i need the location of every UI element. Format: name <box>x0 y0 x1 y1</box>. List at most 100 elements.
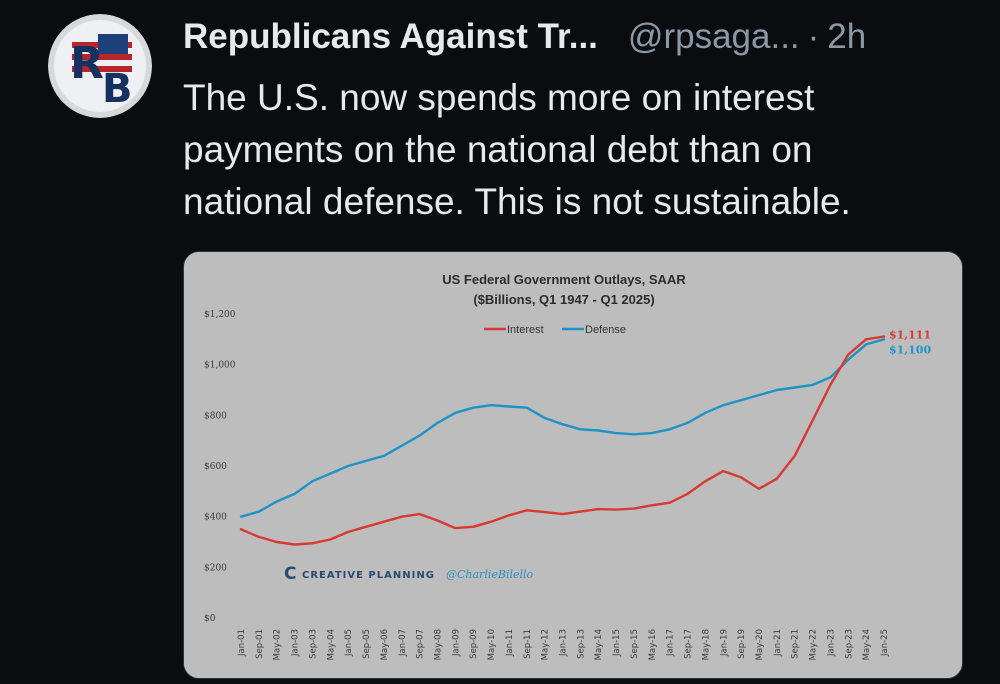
x-tick-label: May-02 <box>273 629 283 660</box>
author-avatar[interactable]: R B <box>48 14 152 118</box>
data-point-defense <box>365 460 367 462</box>
y-tick-label: $600 <box>204 462 227 472</box>
data-point-interest <box>811 419 814 422</box>
x-tick-label: Jan-03 <box>291 629 301 657</box>
data-point-defense <box>472 406 475 409</box>
creative-planning-logo-icon: C <box>284 564 296 584</box>
data-point-defense <box>329 472 332 475</box>
data-point-interest <box>293 543 296 546</box>
y-tick-label: $400 <box>204 513 227 523</box>
chart-legend: Interest Defense <box>484 324 626 336</box>
data-point-defense <box>704 411 707 414</box>
x-tick-label: Jan-13 <box>559 629 569 657</box>
x-tick-label: Jan-15 <box>612 629 622 657</box>
data-point-defense <box>865 343 868 346</box>
x-tick-label: Jan-19 <box>719 629 729 657</box>
data-point-interest <box>365 525 367 528</box>
data-point-defense <box>561 423 564 426</box>
watermark: C CREATIVE PLANNING @CharlieBilello <box>284 564 534 584</box>
end-label-interest: $1,111 <box>889 329 931 342</box>
x-tick-label: May-10 <box>487 629 497 660</box>
x-tick-label: Sep-05 <box>362 629 372 659</box>
data-point-interest <box>668 501 671 504</box>
data-point-interest <box>633 507 635 510</box>
data-point-interest <box>650 504 653 507</box>
x-tick-label: Sep-23 <box>844 629 854 659</box>
data-point-interest <box>400 515 403 518</box>
data-point-defense <box>347 465 350 467</box>
meta-separator: · <box>807 17 820 56</box>
x-tick-label: Sep-09 <box>469 629 479 659</box>
data-point-interest <box>543 511 546 514</box>
data-point-interest <box>740 476 743 479</box>
data-point-interest <box>847 353 850 356</box>
tweet-media-image[interactable]: US Federal Government Outlays, SAAR ($Bi… <box>183 251 963 679</box>
data-point-interest <box>508 514 510 517</box>
data-point-defense <box>722 404 725 407</box>
x-tick-label: Jan-07 <box>398 629 408 657</box>
x-tick-label: Jan-11 <box>505 629 515 657</box>
chart-series <box>239 335 886 546</box>
y-tick-label: $1,200 <box>204 310 236 320</box>
data-point-defense <box>454 411 457 414</box>
x-axis: Jan-01 Sep-01 May-02 Jan-03 Sep-03 May-04 Jan-… <box>237 629 890 660</box>
x-tick-label: Jan-17 <box>666 629 676 657</box>
data-point-interest <box>472 525 475 528</box>
data-point-defense <box>275 500 278 503</box>
outlays-chart: US Federal Government Outlays, SAAR ($Bi… <box>184 252 962 678</box>
data-point-defense <box>579 428 582 431</box>
x-tick-label: Sep-11 <box>523 629 533 659</box>
x-tick-label: Jan-25 <box>880 629 890 657</box>
data-point-interest <box>329 538 332 541</box>
x-tick-label: Sep-19 <box>737 629 747 659</box>
tweet-header: Republicans Against Tr... @rpsaga... · 2… <box>183 14 866 60</box>
data-point-interest <box>579 510 582 513</box>
y-axis: $0 $200 $400 $600 $800 $1,000 $1,200 <box>204 310 236 624</box>
end-label-defense: $1,100 <box>889 343 931 356</box>
data-point-defense <box>829 376 832 379</box>
x-tick-label: May-18 <box>701 629 711 660</box>
data-point-defense <box>418 434 421 437</box>
data-point-defense <box>240 515 242 518</box>
data-point-interest <box>436 519 439 522</box>
watermark-handle: @CharlieBilello <box>446 568 534 581</box>
y-tick-label: $1,000 <box>204 361 236 371</box>
end-labels: $1,100$1,111 <box>889 329 931 357</box>
data-point-defense <box>775 389 778 391</box>
data-point-interest <box>704 480 707 483</box>
legend-interest-label: Interest <box>507 324 544 336</box>
rb-logo-icon: R B <box>48 14 152 118</box>
x-tick-label: Sep-17 <box>684 629 694 659</box>
data-point-interest <box>597 508 600 510</box>
data-point-defense <box>883 338 885 341</box>
x-tick-label: Sep-21 <box>791 629 801 659</box>
x-tick-label: Sep-03 <box>308 629 318 659</box>
data-point-defense <box>436 422 439 424</box>
author-name[interactable]: Republicans Against Tr... <box>183 17 598 56</box>
data-point-defense <box>311 480 314 483</box>
data-point-defense <box>543 416 546 419</box>
data-point-defense <box>668 428 671 431</box>
x-tick-label: May-06 <box>380 629 390 660</box>
x-tick-label: May-12 <box>541 629 551 660</box>
watermark-brand: CREATIVE PLANNING <box>302 570 435 581</box>
data-point-interest <box>561 513 564 516</box>
data-point-defense <box>382 454 385 457</box>
data-point-interest <box>793 454 796 457</box>
author-handle[interactable]: @rpsaga... <box>627 17 800 56</box>
x-tick-label: Sep-15 <box>630 629 640 659</box>
data-point-defense <box>525 406 528 409</box>
x-tick-label: Sep-01 <box>255 629 265 659</box>
x-tick-label: May-08 <box>433 629 443 660</box>
chart-title: US Federal Government Outlays, SAAR <box>442 272 686 287</box>
x-tick-label: Sep-13 <box>576 629 586 659</box>
data-point-defense <box>615 432 617 434</box>
data-point-interest <box>758 487 760 490</box>
data-point-defense <box>740 399 743 402</box>
post-time[interactable]: 2h <box>827 17 867 56</box>
data-point-defense <box>650 432 653 434</box>
x-tick-label: May-16 <box>648 629 658 660</box>
data-point-interest <box>347 530 350 533</box>
x-tick-label: Jan-09 <box>451 629 461 657</box>
data-point-defense <box>633 433 635 436</box>
